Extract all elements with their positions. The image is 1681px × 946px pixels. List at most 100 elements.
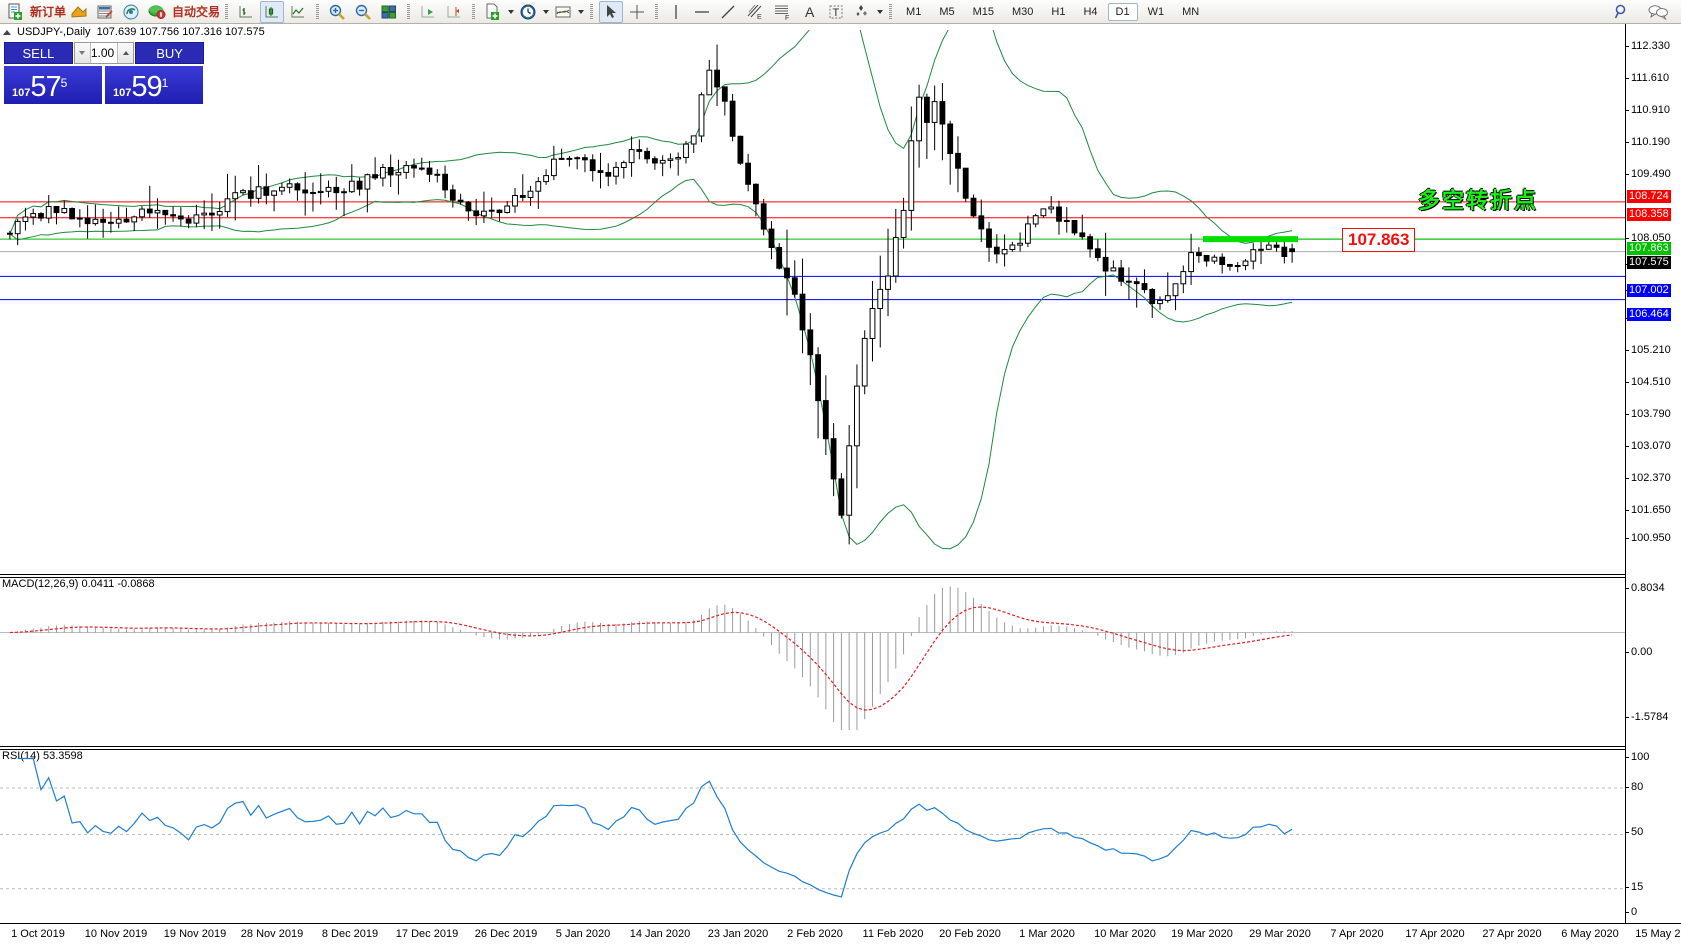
macd-tick: 0.8034 <box>1626 582 1665 594</box>
svg-text:F: F <box>785 15 789 21</box>
svg-text:T: T <box>833 7 840 19</box>
volume-increase-button[interactable] <box>117 43 134 63</box>
macd-tick: 0.00 <box>1626 646 1652 658</box>
time-tick: 17 Apr 2020 <box>1405 928 1465 940</box>
chart-shift-icon[interactable] <box>442 1 466 23</box>
text-label-icon[interactable]: T <box>824 1 848 23</box>
market-watch-icon[interactable] <box>93 1 117 23</box>
sell-price-fraction: 5 <box>60 76 68 90</box>
toolbar-right-group <box>1609 1 1681 23</box>
time-tick: 10 Mar 2020 <box>1094 928 1156 940</box>
svg-text:E: E <box>757 14 762 21</box>
text-icon[interactable]: A <box>798 1 822 23</box>
collapse-triangle-icon[interactable] <box>3 29 11 35</box>
price-tick: 102.370 <box>1626 472 1671 484</box>
candlestick-chart-icon[interactable] <box>260 0 285 23</box>
timeframe-group: M1 M5 M15 M30 H1 H4 D1 W1 MN <box>897 2 1208 21</box>
time-tick: 14 Jan 2020 <box>629 928 691 940</box>
shapes-icon[interactable] <box>850 1 874 23</box>
data-window-icon[interactable] <box>119 1 143 23</box>
panel-divider <box>0 749 1625 750</box>
macd-title: MACD(12,26,9) 0.0411 -0.0868 <box>2 578 155 590</box>
sell-button[interactable]: SELL <box>4 42 73 64</box>
rsi-panel[interactable] <box>0 750 1625 923</box>
trendline-icon[interactable] <box>716 1 740 23</box>
timeframe-mn[interactable]: MN <box>1182 5 1200 18</box>
time-tick: 8 Dec 2019 <box>321 928 379 940</box>
main-toolbar: 新订单 <box>0 0 1681 24</box>
timeframe-h1[interactable]: H1 <box>1051 5 1066 18</box>
rsi-tick: 50 <box>1626 826 1643 838</box>
macd-panel[interactable] <box>0 578 1625 730</box>
timeframe-h4[interactable]: H4 <box>1083 5 1098 18</box>
chevron-down-icon[interactable] <box>576 2 585 22</box>
price-tick: 105.210 <box>1626 344 1671 356</box>
chevron-down-icon[interactable] <box>506 2 515 22</box>
chart-price-annotation[interactable]: 107.863 <box>1342 228 1416 252</box>
new-chart-icon[interactable] <box>481 1 505 23</box>
cursor-icon[interactable] <box>599 0 624 23</box>
buy-price-quote[interactable]: 107 59 1 <box>105 66 203 104</box>
price-tick: 101.650 <box>1626 504 1671 516</box>
sell-price-quote[interactable]: 107 57 5 <box>4 66 102 104</box>
autotrading-label[interactable]: 自动交易 <box>172 5 221 19</box>
price-tick: 112.330 <box>1626 40 1670 52</box>
horizontal-line-icon[interactable] <box>690 1 714 23</box>
rsi-tick: 100 <box>1626 751 1649 763</box>
time-tick: 17 Dec 2019 <box>395 928 459 940</box>
zoom-out-icon[interactable] <box>351 1 375 23</box>
toolbar-separator <box>887 3 894 21</box>
panel-divider <box>0 577 1625 578</box>
price-level-label: 107.575 <box>1627 256 1671 269</box>
new-order-label[interactable]: 新订单 <box>30 5 67 19</box>
line-chart-icon[interactable] <box>286 1 310 23</box>
volume-input[interactable]: 1.00 <box>90 46 115 60</box>
search-icon[interactable] <box>1610 1 1634 23</box>
toolbar-separator <box>223 3 230 21</box>
volume-stepper[interactable]: 1.00 <box>73 42 135 64</box>
time-tick: 29 Mar 2020 <box>1249 928 1311 940</box>
price-tick: 103.790 <box>1626 408 1671 420</box>
timeframe-d1[interactable]: D1 <box>1107 2 1138 21</box>
buy-button[interactable]: BUY <box>135 42 204 64</box>
price-tick: 104.510 <box>1626 376 1671 388</box>
timeframe-m5[interactable]: M5 <box>939 5 955 18</box>
price-chart[interactable] <box>0 30 1625 575</box>
chevron-down-icon[interactable] <box>875 2 884 22</box>
toolbar-separator <box>470 3 477 21</box>
bar-chart-icon[interactable] <box>234 1 258 23</box>
timeframe-m30[interactable]: M30 <box>1012 5 1034 18</box>
time-tick: 23 Jan 2020 <box>707 928 769 940</box>
timeframe-m15[interactable]: M15 <box>972 5 994 18</box>
price-level-label: 107.002 <box>1627 284 1671 297</box>
price-chart-canvas[interactable] <box>0 30 1625 575</box>
one-click-trading-panel: SELL 1.00 BUY 107 57 5 107 59 1 <box>4 42 204 106</box>
buy-price-main: 59 <box>131 71 162 103</box>
timeframe-m1[interactable]: M1 <box>906 5 922 18</box>
rsi-tick: 0 <box>1626 906 1637 918</box>
svg-text:A: A <box>805 4 815 20</box>
crosshair-icon[interactable] <box>625 1 649 23</box>
auto-scroll-icon[interactable] <box>416 1 440 23</box>
templates-icon[interactable] <box>551 1 575 23</box>
chat-icon[interactable] <box>1644 1 1672 23</box>
vertical-line-icon[interactable] <box>664 1 688 23</box>
zoom-in-icon[interactable] <box>325 1 349 23</box>
sell-price-main: 57 <box>30 71 61 103</box>
tile-windows-icon[interactable] <box>377 1 401 23</box>
chevron-down-icon[interactable] <box>541 2 550 22</box>
macd-canvas[interactable] <box>0 578 1625 730</box>
price-scale[interactable]: 112.330 111.610 110.910 110.190 109.490 108.0… <box>1625 24 1681 923</box>
new-order-icon[interactable] <box>3 1 27 23</box>
fibonacci-icon[interactable]: F <box>770 1 796 23</box>
time-scale[interactable]: 1 Oct 2019 10 Nov 2019 19 Nov 2019 28 Nov 2… <box>0 923 1681 946</box>
rsi-canvas[interactable] <box>0 750 1625 923</box>
chart-text-annotation[interactable]: 多空转折点 <box>1418 188 1539 213</box>
periodicity-icon[interactable] <box>516 1 540 23</box>
volume-decrease-button[interactable] <box>74 43 91 63</box>
timeframe-w1[interactable]: W1 <box>1147 5 1165 18</box>
autotrading-icon[interactable] <box>145 1 169 23</box>
indicators-icon[interactable] <box>67 1 91 23</box>
equidistant-channel-icon[interactable]: E <box>742 1 768 23</box>
